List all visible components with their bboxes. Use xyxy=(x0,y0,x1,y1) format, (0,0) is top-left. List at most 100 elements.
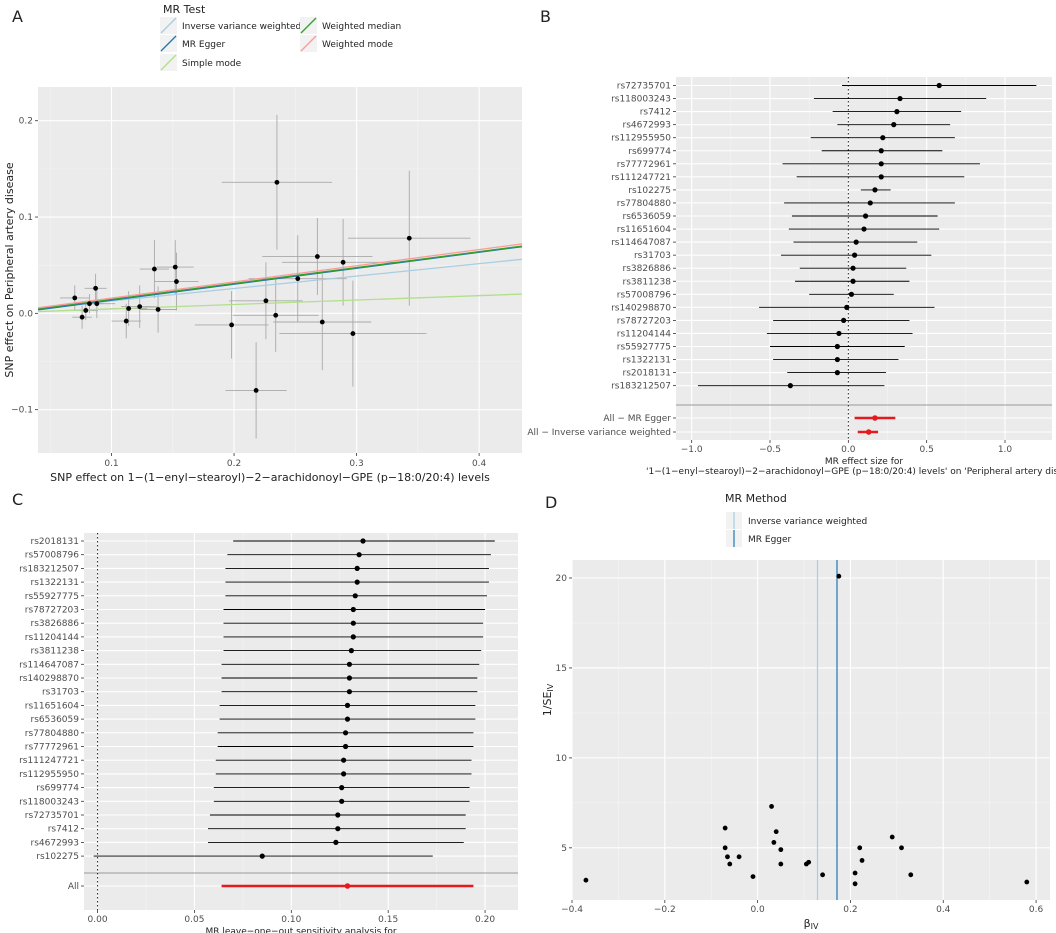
snp-label: rs3811238 xyxy=(31,647,80,657)
effect-point xyxy=(341,757,347,763)
legend-key-line xyxy=(160,54,177,71)
x-tick-label: 0.2 xyxy=(843,905,857,915)
legend-key-line xyxy=(300,35,317,52)
x-tick-label: 0.2 xyxy=(227,459,241,469)
snp-label: rs6536059 xyxy=(623,212,672,222)
snp-label: rs140298870 xyxy=(611,303,671,313)
snp-point xyxy=(126,306,132,311)
snp-point xyxy=(152,266,157,272)
snp-label: rs77804880 xyxy=(25,729,79,739)
snp-label: rs111247721 xyxy=(611,173,671,183)
effect-point xyxy=(841,317,847,323)
snp-label: rs2018131 xyxy=(623,369,671,379)
snp-point xyxy=(93,285,98,291)
snp-label: rs183212507 xyxy=(19,564,79,574)
snp-point xyxy=(722,825,728,831)
snp-label: rs11204144 xyxy=(617,329,671,339)
snp-point xyxy=(273,312,279,318)
x-tick-label: 0.6 xyxy=(1029,905,1044,915)
effect-point xyxy=(878,148,884,154)
x-tick-label: 0.10 xyxy=(281,915,301,925)
legend: MR Test Inverse variance weighted MR Egger… xyxy=(160,3,401,71)
snp-label: rs699774 xyxy=(36,784,79,794)
fit-line xyxy=(38,258,522,310)
y-tick-label: 15 xyxy=(556,664,567,674)
snp-point xyxy=(722,845,728,851)
summary-label: All xyxy=(68,882,79,892)
effect-point xyxy=(333,839,339,846)
snp-label: rs102275 xyxy=(36,852,79,862)
snp-label: rs114647087 xyxy=(611,238,671,248)
snp-point xyxy=(889,834,895,840)
effect-point xyxy=(341,771,347,777)
snp-label: rs77772961 xyxy=(617,160,671,170)
snp-label: rs112955950 xyxy=(611,134,671,144)
snp-label: rs78727203 xyxy=(25,606,79,616)
snp-point xyxy=(778,861,784,867)
effect-point xyxy=(339,798,345,804)
legend-label: Inverse variance weighted xyxy=(182,22,301,32)
effect-point xyxy=(852,252,858,258)
effect-point xyxy=(346,675,353,681)
snp-label: rs11651604 xyxy=(617,225,671,235)
snp-point xyxy=(94,301,100,307)
snp-label: rs77804880 xyxy=(617,199,671,209)
y-tick-label: 0.1 xyxy=(19,213,33,223)
effect-point xyxy=(335,812,341,818)
panel-d-funnel: −0.4 −0.2 0.0 0.2 0.4 0.6 5 10 15 20 βIV 1/SEIV MR M… xyxy=(541,492,1050,931)
effect-point xyxy=(844,304,850,310)
snp-point xyxy=(899,845,904,851)
effect-point xyxy=(861,226,867,232)
effect-point xyxy=(342,743,349,750)
snp-point xyxy=(773,829,779,835)
snp-label: rs31703 xyxy=(42,688,79,698)
snp-point xyxy=(174,279,179,284)
y-tick-label: 0.0 xyxy=(19,309,34,319)
snp-point xyxy=(123,318,129,324)
legend-title: MR Test xyxy=(163,3,206,16)
snp-point xyxy=(725,854,730,860)
legend-key-line xyxy=(160,17,177,34)
effect-point xyxy=(354,579,360,585)
summary-label: All − Inverse variance weighted xyxy=(527,428,671,438)
effect-point xyxy=(348,648,354,654)
legend-label: Inverse variance weighted xyxy=(748,517,867,527)
x-tick-label: 0.20 xyxy=(475,915,495,925)
snp-point xyxy=(72,295,78,301)
snp-label: rs3826886 xyxy=(31,619,80,629)
snp-label: rs31703 xyxy=(634,251,671,261)
snp-label: rs118003243 xyxy=(19,797,79,807)
snp-label: rs1322131 xyxy=(31,578,79,588)
x-tick-label: 1.0 xyxy=(998,445,1013,455)
effect-point xyxy=(862,213,869,219)
snp-point xyxy=(859,858,865,863)
x-axis-title: MR effect size for '1−(1−enyl−stearoyl)−2… xyxy=(646,457,1056,477)
y-tick-label: 0.2 xyxy=(19,117,33,127)
x-tick-label: −0.4 xyxy=(561,905,583,915)
panel-label-b: B xyxy=(540,7,551,26)
snp-point xyxy=(155,307,161,312)
effect-point xyxy=(936,82,942,89)
snp-point xyxy=(727,861,733,867)
snp-point xyxy=(750,874,756,880)
x-tick-label: 0.5 xyxy=(920,445,934,455)
snp-label: rs72735701 xyxy=(617,82,671,92)
snp-label: rs112955950 xyxy=(19,770,79,780)
plot-background xyxy=(38,87,522,453)
x-tick-label: 0.00 xyxy=(88,915,108,925)
effect-point xyxy=(350,634,356,640)
panel-label-d: D xyxy=(545,493,557,512)
fit-line xyxy=(38,245,522,310)
snp-point xyxy=(79,314,85,320)
panel-a-scatter: 0.1 0.2 0.3 0.4 −0.1 0.0 0.1 0.2 SNP effect on 1… xyxy=(3,3,522,484)
x-axis-title: SNP effect on 1−(1−enyl−stearoyl)−2−arac… xyxy=(50,471,490,484)
x-tick-label: −0.2 xyxy=(654,905,676,915)
snp-label: rs114647087 xyxy=(19,660,79,670)
effect-point xyxy=(880,135,886,141)
x-axis-title: βIV xyxy=(804,917,819,931)
effect-point xyxy=(891,122,897,128)
snp-label: rs2018131 xyxy=(31,537,79,547)
effect-point xyxy=(834,370,840,376)
snp-point xyxy=(852,881,858,887)
effect-point xyxy=(834,343,840,350)
